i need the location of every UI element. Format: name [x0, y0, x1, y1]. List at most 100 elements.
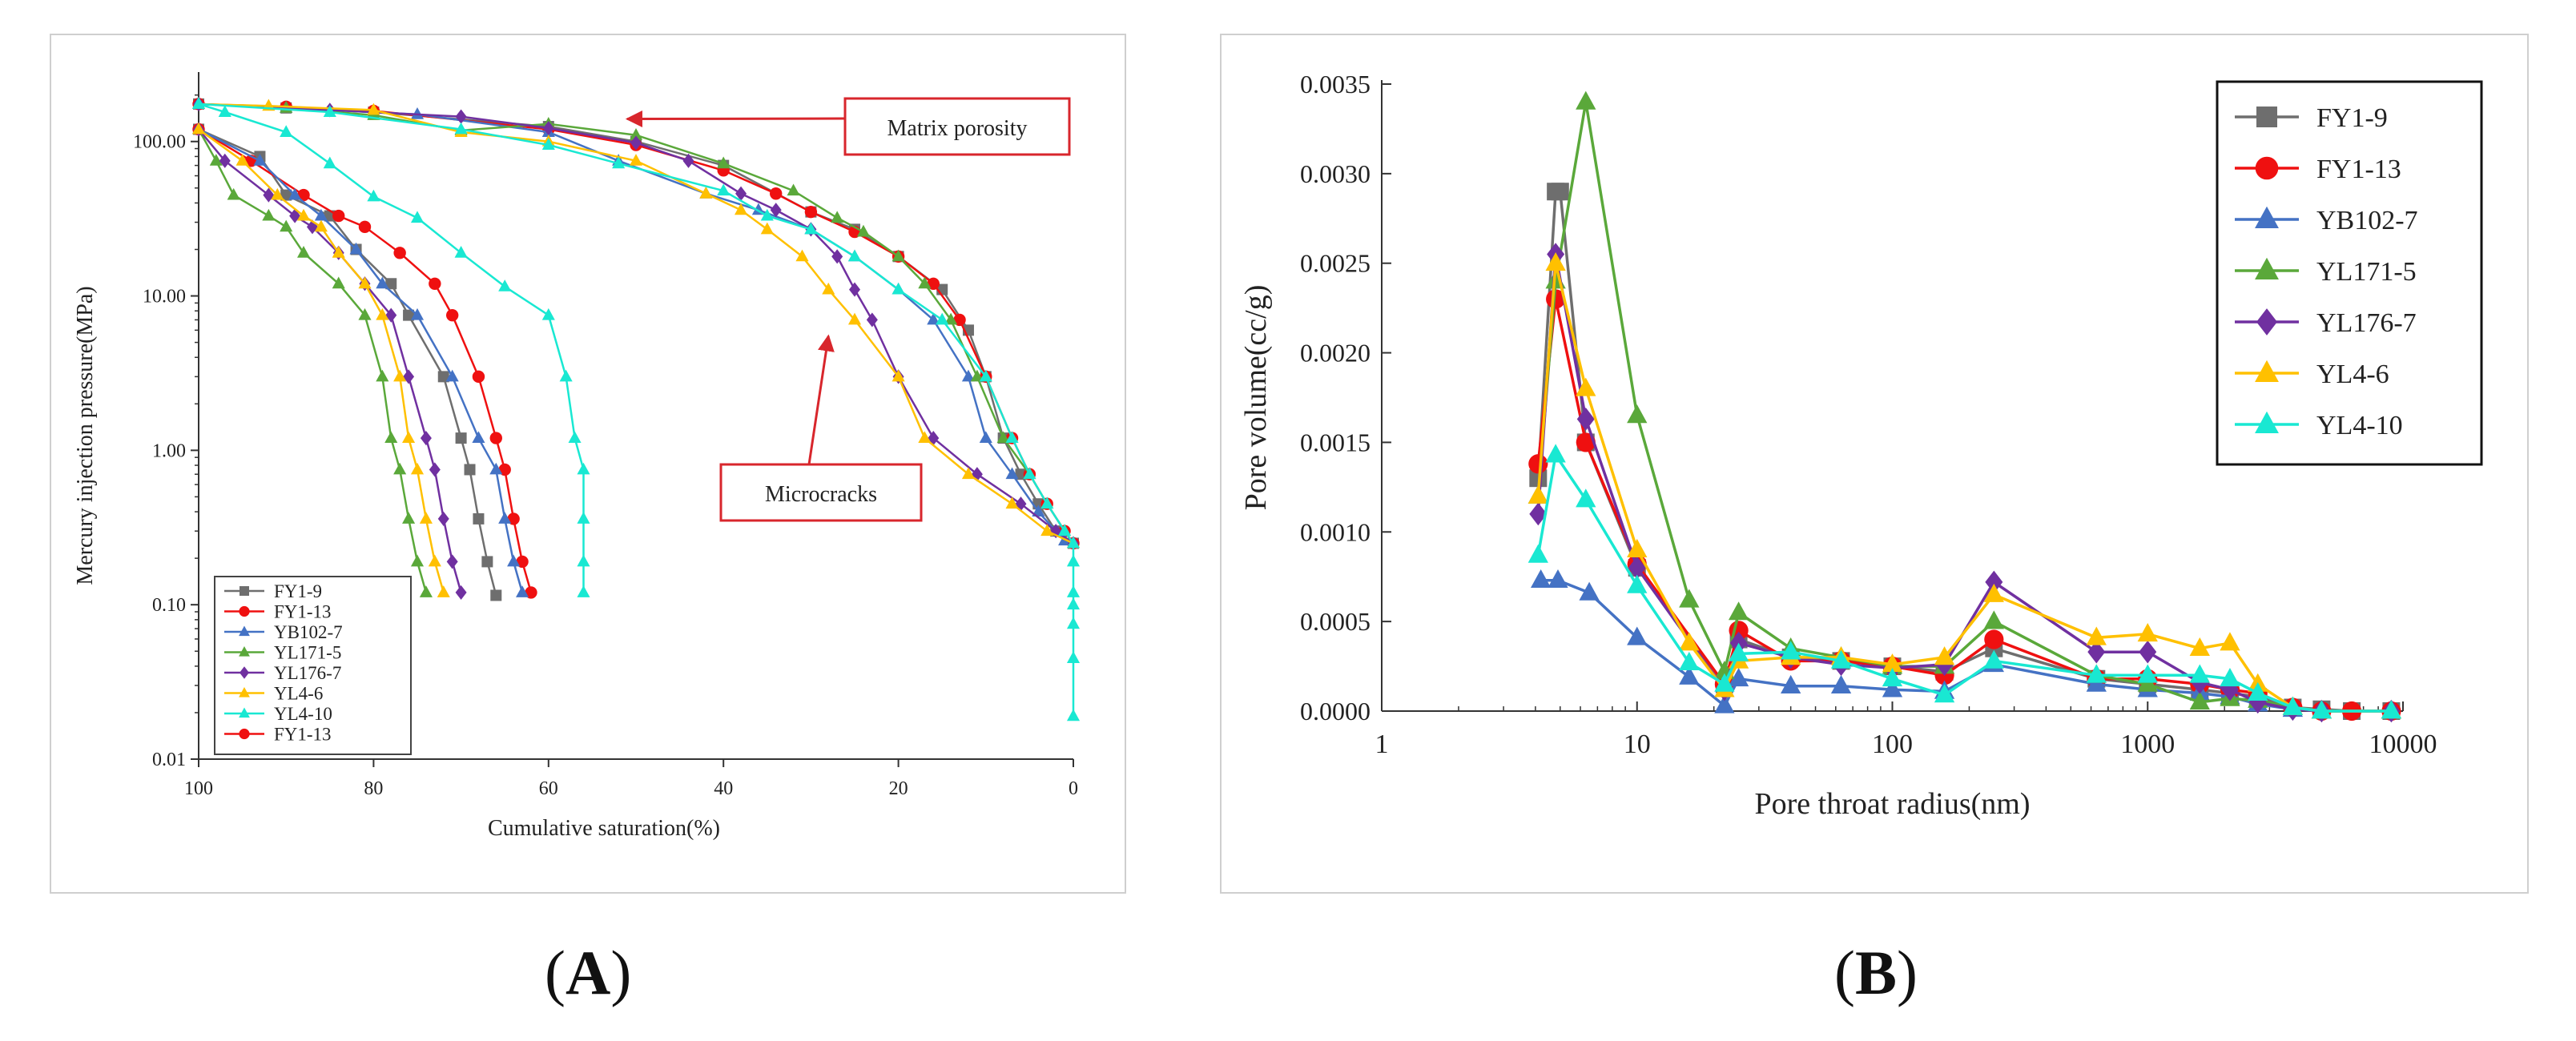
chart-a-point-yl176-7: [403, 369, 415, 384]
chart-b-point-yl4-6: [2137, 623, 2158, 642]
chart-a-point-yl4-10: [847, 249, 862, 262]
chart-a-x-tick-label: 100: [184, 778, 213, 799]
chart-b-point-fy1-9: [1551, 183, 1569, 201]
chart-b-point-yl4-10: [1934, 684, 1955, 703]
chart-b-x-tick-label: 1000: [2120, 730, 2175, 759]
chart-a-point-fy1-13: [804, 205, 818, 219]
chart-a-annotation-box-matrix: [843, 97, 1071, 156]
chart-a-point-yl4-6: [734, 203, 748, 215]
chart-a-point-yl176-7: [849, 282, 860, 297]
chart-b-point-yb102-7: [1728, 667, 1749, 687]
chart-a-point-yl176-7: [446, 554, 458, 569]
chart-a-point-yl4-6: [296, 208, 311, 221]
chart-a-legend-marker-yb102-7: [239, 625, 250, 637]
chart-b-x-tick-label: 1: [1375, 730, 1389, 759]
chart-a-point-yl171-5: [410, 554, 425, 567]
chart-b-point-yb102-7: [1882, 678, 1903, 697]
chart-b-point-yb102-7: [1781, 674, 1801, 694]
chart-a-annotation-arrow-microcracks: [807, 334, 835, 465]
chart-a-legend-label-fy1-13: FY1-13: [274, 602, 332, 622]
chart-a-point-yl4-10: [454, 122, 468, 135]
chart-a-point-yl4-10: [568, 431, 582, 444]
chart-b-point-yl4-10: [1527, 544, 1548, 563]
chart-a-point-yb102-7: [445, 369, 459, 382]
chart-b-point-yl176-7: [1628, 556, 1646, 580]
chart-a-point-yl4-10: [1040, 496, 1054, 509]
panel-a-label: (A): [545, 938, 632, 1007]
chart-b-point-fy1-13: [1576, 432, 1596, 452]
chart-a-point-yl4-10: [541, 307, 555, 320]
chart-a-point-yl176-7: [682, 153, 694, 168]
chart-a-point-yl176-7: [630, 135, 642, 151]
chart-b-point-yl176-7: [1576, 408, 1595, 431]
panel-b-label: (B): [1834, 938, 1918, 1007]
chart-a-point-yl171-5: [892, 249, 905, 262]
chart-a-point-fy1-13: [358, 220, 372, 234]
chart-a-annotation-box-microcracks: [719, 463, 923, 522]
chart-a-point-yl4-10: [541, 138, 555, 150]
chart-a-point-fy1-13: [489, 432, 502, 444]
chart-a-point-fy1-13: [516, 555, 529, 569]
chart-b-point-yl4-6: [1545, 251, 1566, 271]
chart-a-point-yl176-7: [928, 430, 940, 446]
chart-b-point-yl4-10: [1882, 667, 1903, 687]
chart-b-y-tick-label: 0.0035: [1300, 70, 1371, 98]
chart-a-point-yl4-10: [1066, 617, 1081, 629]
chart-a-point-fy1-9: [490, 589, 502, 601]
chart-a-y-tick-label: 10.00: [143, 287, 186, 307]
chart-b-point-yl4-6: [1882, 653, 1903, 673]
chart-a-point-yl4-10: [577, 462, 590, 475]
chart-a-point-yl4-10: [218, 105, 231, 117]
chart-b-point-yl171-5: [2189, 691, 2210, 710]
chart-a-point-yl176-7: [420, 430, 432, 446]
chart-b-point-yl171-5: [1576, 90, 1596, 110]
chart-a-point-yl4-6: [358, 276, 372, 289]
chart-a-point-yl176-7: [455, 109, 467, 124]
chart-a-point-yl4-6: [760, 222, 774, 235]
chart-b-point-yl171-5: [1627, 404, 1648, 424]
chart-a-point-yl4-10: [577, 554, 590, 567]
chart-a-point-yb102-7: [410, 307, 425, 320]
chart-b-point-yl4-6: [1627, 538, 1648, 558]
chart-a-point-yl4-10: [367, 189, 380, 202]
chart-b-point-yl4-10: [2220, 667, 2240, 687]
chart-a-x-axis-label: Cumulative saturation(%): [488, 816, 720, 841]
chart-a-annotation-microcracks: Microcracks: [765, 482, 877, 507]
chart-a-point-yl176-7: [542, 120, 554, 136]
chart-a-point-yl4-10: [559, 369, 573, 382]
chart-b-point-yl4-10: [2248, 681, 2268, 701]
chart-a-point-fy1-13: [525, 586, 537, 599]
chart-a-line-yl176-7-high: [198, 102, 1074, 545]
chart-b-point-yb102-7: [1679, 665, 1700, 685]
chart-a-legend-label-yl4-10: YL4-10: [274, 704, 332, 724]
chart-a-point-yl176-7: [263, 187, 275, 203]
chart-a-point-yl4-6: [437, 585, 450, 597]
chart-a-y-tick-label: 0.01: [152, 750, 186, 770]
chart-a-point-yl4-10: [454, 246, 468, 258]
chart-a-point-yl176-7: [289, 208, 301, 223]
chart-a-line-fy1-13-low: [198, 128, 533, 593]
chart-a-point-yl171-5: [918, 276, 932, 289]
chart-b-point-yl4-10: [2311, 700, 2332, 719]
chart-b-point-yl171-5: [1679, 589, 1700, 608]
chart-b-legend-marker-yl171-5: [2255, 257, 2279, 280]
chart-a-point-yb102-7: [961, 369, 976, 382]
chart-a-line-fy1-9-low: [198, 128, 497, 596]
chart-a-point-yl4-10: [979, 369, 992, 382]
chart-a-point-yb102-7: [376, 276, 389, 289]
chart-b-point-yl4-10: [2381, 700, 2402, 719]
chart-a-legend-label-yl171-5: YL171-5: [274, 643, 341, 663]
chart-a-point-yl4-6: [410, 462, 425, 475]
chart-b-x-tick-label: 10: [1624, 730, 1651, 759]
chart-b-legend-marker-yl176-7: [2256, 308, 2277, 336]
chart-a-point-fy1-9: [481, 556, 493, 568]
chart-b-point-yl4-10: [1728, 642, 1749, 661]
chart-a-point-fy1-9: [280, 189, 292, 201]
chart-a-point-yb102-7: [253, 154, 267, 166]
chart-b-point-yl4-10: [1545, 444, 1566, 463]
chart-b-point-yl4-10: [2282, 696, 2304, 715]
chart-a-point-yl4-10: [717, 183, 731, 196]
chart-a-point-yl4-10: [577, 512, 590, 524]
chart-b-legend-marker-yb102-7: [2255, 206, 2279, 229]
